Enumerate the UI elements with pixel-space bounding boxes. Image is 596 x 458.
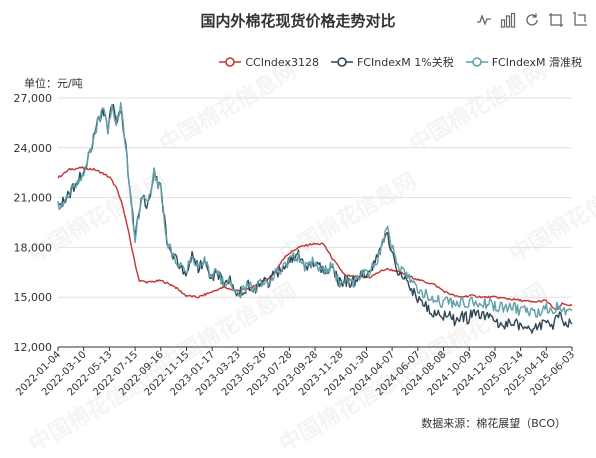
series-line-fcslide	[57, 101, 573, 318]
legend-item-cc[interactable]: CCIndex3128	[219, 54, 319, 70]
chart-title: 国内外棉花现货价格走势对比	[200, 12, 396, 30]
y-tick-label: 15,000	[14, 291, 53, 304]
y-tick-label: 12,000	[14, 341, 53, 354]
y-axis-unit: 单位：元/吨	[24, 77, 83, 90]
data-source: 数据来源：棉花展望（BCO）	[421, 417, 566, 430]
legend-label: CCIndex3128	[245, 55, 319, 69]
series-line-cc	[57, 166, 573, 311]
y-tick-label: 27,000	[14, 92, 53, 105]
legend-item-fcslide[interactable]: FCIndexM 滑准税	[465, 54, 582, 70]
bar-chart-icon[interactable]	[500, 12, 516, 28]
line-chart: 12,00015,00018,00021,00024,00027,0002022…	[14, 92, 578, 398]
chart-legend: CCIndex3128 FCIndexM 1%关税 FCIndexM 滑准税	[219, 54, 582, 70]
series-line-fc1	[57, 103, 573, 334]
y-tick-label: 18,000	[14, 241, 53, 254]
restore-icon[interactable]	[524, 12, 540, 28]
legend-label: FCIndexM 1%关税	[356, 56, 454, 69]
legend-label: FCIndexM 滑准税	[491, 56, 582, 69]
legend-swatch-icon	[219, 57, 242, 67]
legend-swatch-icon	[330, 57, 353, 67]
zoom-reset-icon[interactable]	[572, 12, 588, 28]
line-chart-icon[interactable]	[476, 12, 492, 28]
legend-item-fc1[interactable]: FCIndexM 1%关税	[330, 54, 454, 70]
y-tick-label: 21,000	[14, 192, 53, 205]
chart-toolbox	[476, 12, 588, 28]
zoom-icon[interactable]	[548, 12, 564, 28]
y-tick-label: 24,000	[14, 142, 53, 155]
legend-swatch-icon	[465, 57, 488, 67]
